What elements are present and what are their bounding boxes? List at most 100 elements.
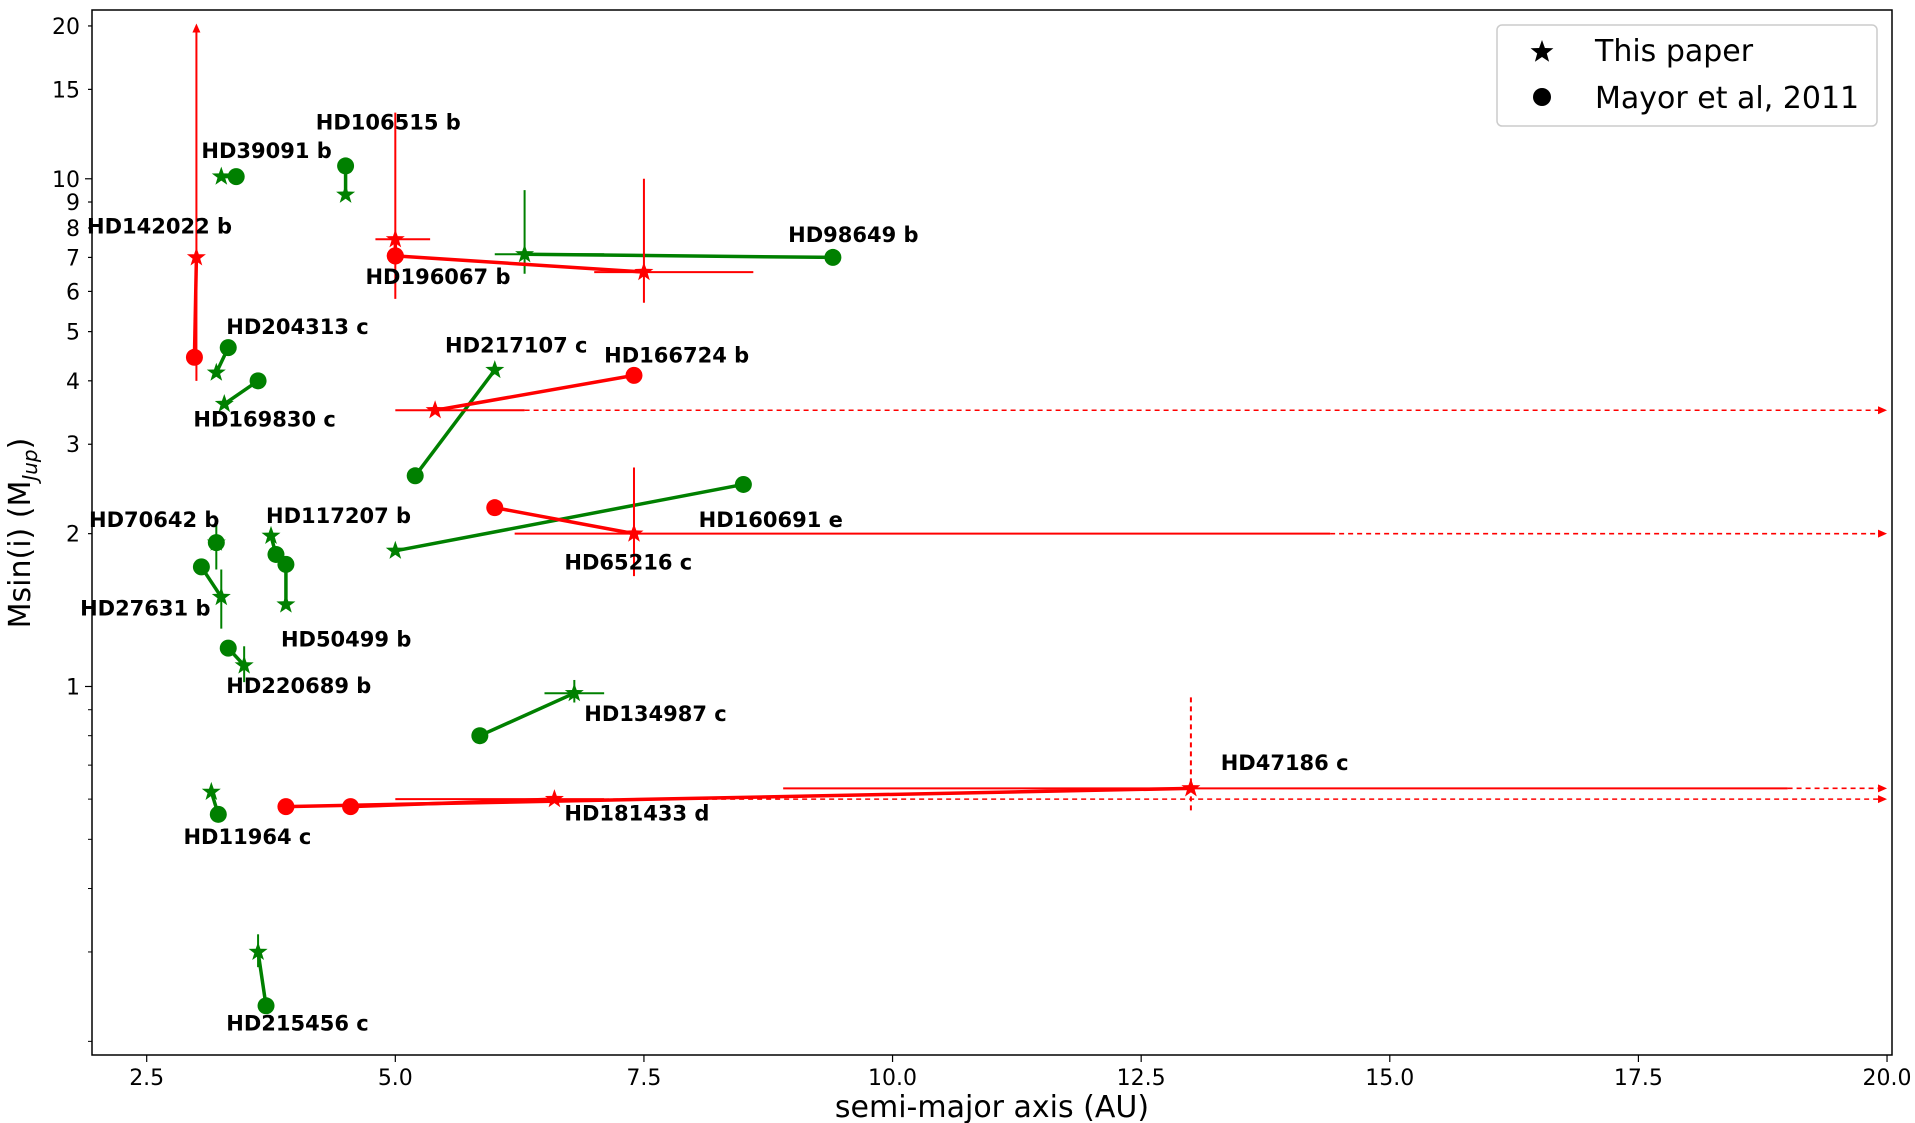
y-tick-label: 20: [52, 15, 80, 40]
x-axis-title: semi-major axis (AU): [835, 1090, 1149, 1123]
legend: This paper Mayor et al, 2011: [1496, 24, 1878, 127]
planet-label: HD70642 b: [89, 508, 219, 532]
connector-line: [394, 482, 744, 553]
star-marker: [206, 532, 226, 551]
star-marker: [186, 247, 206, 266]
circle-marker: [337, 157, 355, 175]
planet-label: HD47186 c: [1221, 751, 1349, 775]
star-marker: [214, 394, 234, 413]
y-axis-title: Msin(i) (MJup): [3, 438, 42, 629]
circle-marker: [277, 798, 295, 816]
circle-marker: [185, 348, 203, 366]
circle-marker: [257, 997, 275, 1015]
star-marker: [425, 400, 445, 419]
circle-marker: [734, 475, 752, 493]
star-marker: [624, 523, 644, 542]
y-tick-label: 10: [52, 168, 80, 193]
connector-line: [413, 369, 497, 477]
y-axis-title-close: ): [3, 438, 38, 450]
planet-label: HD204313 c: [226, 315, 368, 339]
planet-label: HD160691 e: [699, 508, 843, 532]
y-tick-label: 8: [66, 217, 80, 242]
x-tick-label: 2.5: [129, 1066, 164, 1091]
legend-label-mayor: Mayor et al, 2011: [1595, 81, 1859, 116]
connector-line: [256, 951, 268, 1007]
circle-marker: [342, 798, 360, 816]
circle-marker: [192, 558, 210, 576]
y-tick-label: 6: [66, 280, 80, 305]
x-tick-label: 10.0: [868, 1066, 917, 1091]
y-axis-title-sub: Jup: [18, 449, 42, 484]
planet-label: HD11964 c: [183, 825, 311, 849]
connector-line: [434, 373, 635, 412]
planet-label: HD220689 b: [226, 674, 371, 698]
star-marker: [564, 683, 584, 702]
circle-marker: [406, 467, 424, 485]
connector-line: [350, 797, 555, 809]
star-marker: [634, 262, 654, 281]
star-marker: [211, 166, 231, 185]
x-tick-label: 5.0: [378, 1066, 413, 1091]
x-tick-label: 17.5: [1614, 1066, 1663, 1091]
circle-marker: [625, 366, 643, 384]
star-marker: [234, 655, 254, 674]
circle-marker: [219, 639, 237, 657]
legend-star-marker: [1530, 40, 1554, 62]
x-tick-label: 7.5: [626, 1066, 661, 1091]
star-marker: [201, 781, 221, 800]
y-tick-label: 5: [66, 321, 80, 346]
star-marker: [485, 360, 505, 379]
y-tick-label: 15: [52, 78, 80, 103]
y-tick-label: 2: [66, 523, 80, 548]
planet-label: HD106515 b: [316, 111, 461, 135]
circle-marker: [277, 555, 295, 573]
legend-circle-marker: [1533, 88, 1551, 106]
plot-area: HD39091 b HD106515 b HD142022 b HD196067 b H…: [80, 23, 1888, 1036]
star-marker: [276, 594, 296, 613]
x-tick-label: 20.0: [1863, 1066, 1912, 1091]
star-marker: [248, 942, 268, 960]
planet-label: HD27631 b: [80, 596, 210, 620]
x-error-arrow: [1878, 406, 1888, 415]
star-marker: [1181, 778, 1201, 797]
plot-frame: [91, 9, 1893, 1056]
y-tick-label: 1: [66, 675, 80, 700]
planet-label: HD117207 b: [266, 504, 411, 528]
circle-marker: [486, 499, 504, 517]
planet-label: HD169830 c: [193, 408, 335, 432]
planet-label: HD98649 b: [788, 223, 918, 247]
x-error-arrow: [1878, 784, 1888, 793]
circle-marker: [471, 727, 489, 745]
planet-label: HD65216 c: [564, 550, 692, 574]
circle-marker: [209, 805, 227, 823]
star-marker: [206, 362, 226, 381]
axes: 2.5 5.0 7.5 10.0 12.5 15.0 17.5 20.0 1 2 3 4 5 6 7 8910…: [52, 15, 1912, 1091]
planet-label: HD142022 b: [87, 215, 232, 239]
star-marker: [211, 587, 231, 606]
x-tick-label: 12.5: [1117, 1066, 1166, 1091]
y-tick-label: 4: [66, 370, 80, 395]
circle-marker: [219, 339, 237, 357]
planet-label: HD50499 b: [281, 627, 411, 651]
planet-label: HD39091 b: [201, 139, 331, 163]
y-tick-label: 7: [66, 246, 80, 271]
x-error-arrow: [1878, 795, 1888, 804]
connector-line: [524, 252, 833, 260]
y-error-arrow: [192, 23, 201, 33]
star-marker: [385, 540, 405, 559]
planet-label: HD196067 b: [365, 265, 510, 289]
y-tick-label: 9: [66, 191, 80, 216]
planet-label: HD181433 d: [564, 801, 709, 825]
circle-marker: [249, 372, 267, 390]
y-axis-title-main: Msin(i) (M: [3, 481, 38, 629]
legend-star-shape: [1530, 40, 1554, 62]
planet-label: HD217107 c: [445, 333, 587, 357]
star-marker: [336, 184, 356, 203]
legend-box: [1496, 24, 1878, 127]
star-marker: [544, 789, 564, 808]
connector-line: [479, 691, 576, 738]
circle-marker: [227, 168, 245, 186]
planet-label: HD166724 b: [604, 343, 749, 367]
legend-label-this-paper: This paper: [1594, 34, 1754, 69]
